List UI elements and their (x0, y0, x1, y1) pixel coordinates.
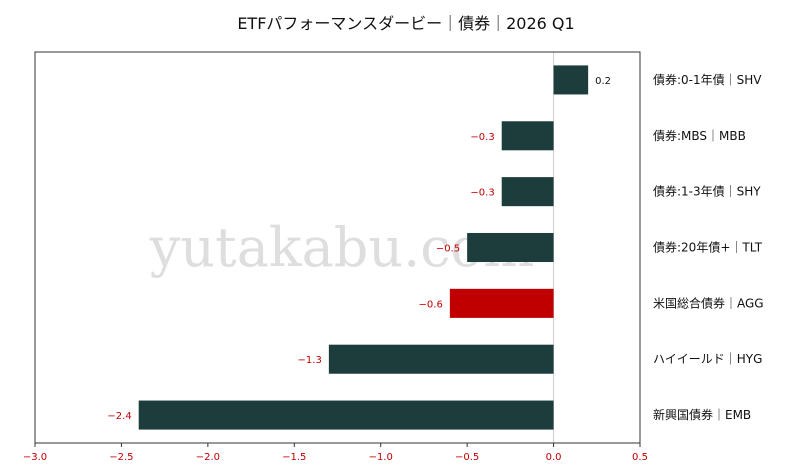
category-label: 新興国債券｜EMB (653, 407, 751, 422)
x-tick-label: −3.0 (23, 452, 47, 463)
bar-value-label: −1.3 (298, 355, 322, 366)
category-label: 債券:1-3年債｜SHY (653, 184, 761, 199)
bar (138, 400, 554, 430)
plot-frame (34, 51, 641, 444)
bar (328, 344, 554, 374)
bar (501, 121, 554, 151)
category-label: 債券:0-1年債｜SHV (653, 72, 762, 87)
bar (553, 65, 589, 95)
category-label: ハイイールド｜HYG (653, 352, 762, 366)
bar-value-label: −0.5 (436, 244, 460, 255)
x-axis: −3.0 −2.5 −2.0 −1.5 −1.0 −0.5 0.0 0.5 (23, 443, 648, 463)
category-label: 債券:MBS｜MBB (653, 128, 746, 143)
x-tick-label: −2.0 (196, 452, 220, 463)
x-tick-label: −1.5 (282, 452, 306, 463)
x-tick-label: 0.0 (546, 452, 562, 463)
bar-value-label: −0.3 (470, 132, 494, 143)
bar (467, 232, 554, 263)
value-label-group: 0.2 −0.3 −0.3 −0.5 −0.6 −1.3 −2.4 (107, 76, 611, 422)
x-tick-label: −1.0 (369, 452, 393, 463)
category-label: 債券:20年債+｜TLT (653, 240, 763, 255)
bar-value-label: −0.6 (419, 299, 443, 310)
bar-value-label: 0.2 (595, 76, 611, 87)
chart-title: ETFパフォーマンスダービー｜債券｜2026 Q1 (237, 14, 575, 33)
category-labels: 債券:0-1年債｜SHV 債券:MBS｜MBB 債券:1-3年債｜SHY 債券:20年… (653, 72, 764, 422)
bar-value-label: −2.4 (107, 411, 131, 422)
x-tick-label: −2.5 (109, 452, 133, 463)
x-tick-label: 0.5 (632, 452, 648, 463)
x-tick-label: −0.5 (455, 452, 479, 463)
bar (501, 177, 554, 207)
bar (449, 288, 554, 318)
bar-value-label: −0.3 (470, 188, 494, 199)
category-label: 米国総合債券｜AGG (653, 295, 764, 310)
bar-group (138, 52, 589, 443)
